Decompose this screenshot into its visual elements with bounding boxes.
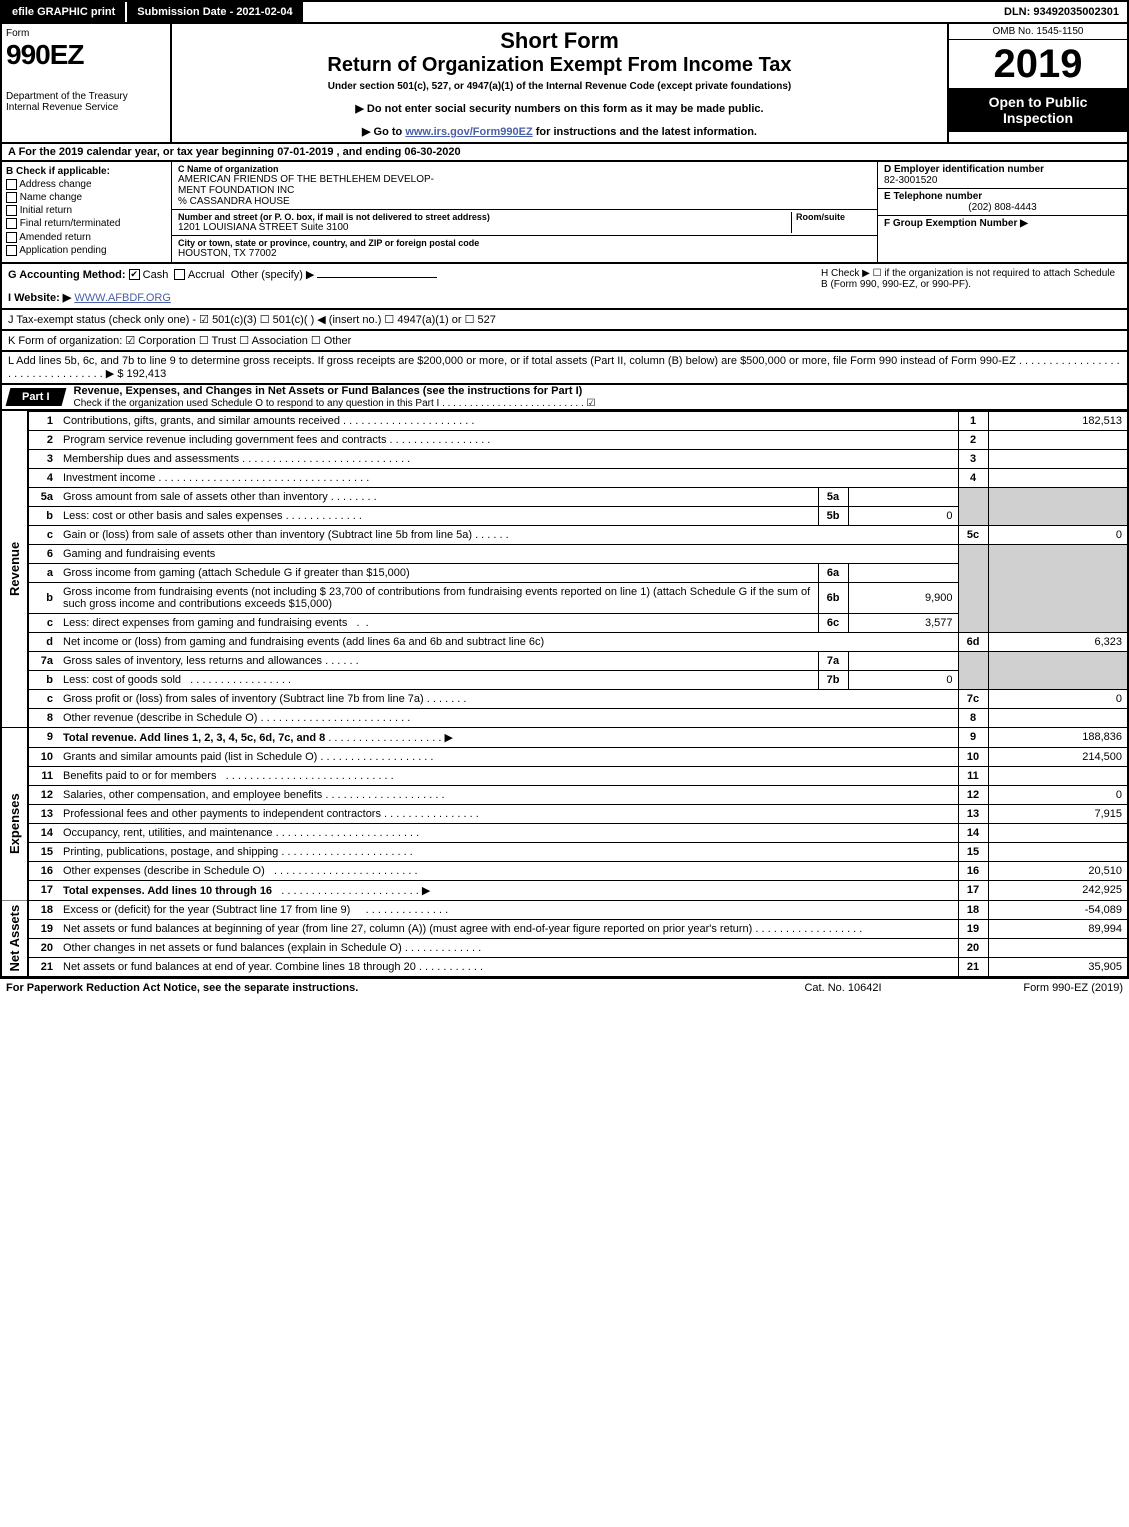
ein-value: 82-3001520: [884, 175, 1121, 186]
line-4-desc: Investment income . . . . . . . . . . . …: [58, 468, 958, 487]
line-6c-desc: Less: direct expenses from gaming and fu…: [58, 613, 818, 632]
line-7b-desc: Less: cost of goods sold . . . . . . . .…: [58, 670, 818, 689]
tax-year: 2019: [949, 40, 1127, 88]
row-k-form-org: K Form of organization: ☑ Corporation ☐ …: [0, 331, 1129, 352]
header-left: Form 990EZ Department of the Treasury In…: [2, 24, 172, 142]
line-7a-desc: Gross sales of inventory, less returns a…: [58, 651, 818, 670]
chk-amended-return[interactable]: Amended return: [6, 232, 167, 243]
line-5b-desc: Less: cost or other basis and sales expe…: [58, 506, 818, 525]
line-6-desc: Gaming and fundraising events: [58, 544, 958, 563]
chk-accrual[interactable]: [174, 269, 185, 280]
line-13-desc: Professional fees and other payments to …: [58, 804, 958, 823]
row-j-tax-exempt: J Tax-exempt status (check only one) - ☑…: [0, 310, 1129, 331]
line-2-desc: Program service revenue including govern…: [58, 430, 958, 449]
ein-label: D Employer identification number: [884, 164, 1121, 175]
website-link[interactable]: WWW.AFBDF.ORG: [74, 292, 171, 304]
line-17-desc: Total expenses. Add lines 10 through 16 …: [58, 880, 958, 900]
row-a-tax-year: A For the 2019 calendar year, or tax yea…: [0, 144, 1129, 162]
column-c: C Name of organization AMERICAN FRIENDS …: [172, 162, 877, 262]
street-label: Number and street (or P. O. box, if mail…: [178, 212, 791, 222]
efile-print-button[interactable]: efile GRAPHIC print: [2, 2, 127, 22]
chk-address-change[interactable]: Address change: [6, 179, 167, 190]
line-7c-desc: Gross profit or (loss) from sales of inv…: [58, 689, 958, 708]
revenue-side-label: Revenue: [1, 411, 28, 727]
dln-label: DLN: 93492035002301: [1004, 6, 1127, 18]
chk-final-return[interactable]: Final return/terminated: [6, 218, 167, 229]
org-name: AMERICAN FRIENDS OF THE BETHLEHEM DEVELO…: [178, 174, 871, 207]
top-bar: efile GRAPHIC print Submission Date - 20…: [0, 0, 1129, 24]
submission-date: Submission Date - 2021-02-04: [127, 2, 302, 22]
instruction-1: ▶ Do not enter social security numbers o…: [180, 102, 939, 115]
line-5a-desc: Gross amount from sale of assets other t…: [58, 487, 818, 506]
line-1-desc: Contributions, gifts, grants, and simila…: [58, 411, 958, 430]
line-16-desc: Other expenses (describe in Schedule O) …: [58, 861, 958, 880]
paperwork-notice: For Paperwork Reduction Act Notice, see …: [6, 982, 743, 994]
street-address: 1201 LOUISIANA STREET Suite 3100: [178, 222, 791, 233]
line-21-desc: Net assets or fund balances at end of ye…: [58, 957, 958, 977]
line-6d-desc: Net income or (loss) from gaming and fun…: [58, 632, 958, 651]
under-section: Under section 501(c), 527, or 4947(a)(1)…: [180, 81, 939, 92]
part-1-table: Revenue 1 Contributions, gifts, grants, …: [0, 411, 1129, 978]
omb-number: OMB No. 1545-1150: [949, 24, 1127, 40]
open-public-inspection: Open to Public Inspection: [949, 88, 1127, 132]
city-label: City or town, state or province, country…: [178, 238, 871, 248]
telephone-value: (202) 808-4443: [884, 202, 1121, 213]
line-5c-desc: Gain or (loss) from sale of assets other…: [58, 525, 958, 544]
line-11-desc: Benefits paid to or for members . . . . …: [58, 766, 958, 785]
line-6b-desc: Gross income from fundraising events (no…: [58, 582, 818, 613]
website-label: I Website: ▶: [8, 292, 71, 304]
telephone-label: E Telephone number: [884, 191, 1121, 202]
line-14-desc: Occupancy, rent, utilities, and maintena…: [58, 823, 958, 842]
chk-application-pending[interactable]: Application pending: [6, 245, 167, 256]
line-9-desc: Total revenue. Add lines 1, 2, 3, 4, 5c,…: [58, 727, 958, 747]
line-20-desc: Other changes in net assets or fund bala…: [58, 938, 958, 957]
part-1-header: Part I Revenue, Expenses, and Changes in…: [0, 385, 1129, 411]
irs-link[interactable]: www.irs.gov/Form990EZ: [405, 126, 532, 138]
part-1-title: Revenue, Expenses, and Changes in Net As…: [64, 385, 1127, 409]
accounting-method-label: G Accounting Method:: [8, 269, 126, 281]
return-title: Return of Organization Exempt From Incom…: [180, 54, 939, 77]
line-15-desc: Printing, publications, postage, and shi…: [58, 842, 958, 861]
expenses-side-label: Expenses: [1, 747, 28, 900]
chk-name-change[interactable]: Name change: [6, 192, 167, 203]
row-g-h: G Accounting Method: ✔ Cash Accrual Othe…: [0, 264, 1129, 310]
row-l-gross-receipts: L Add lines 5b, 6c, and 7b to line 9 to …: [0, 352, 1129, 385]
short-form-title: Short Form: [180, 28, 939, 54]
header-right: OMB No. 1545-1150 2019 Open to Public In…: [947, 24, 1127, 142]
form-label: Form: [6, 28, 166, 39]
line-19-desc: Net assets or fund balances at beginning…: [58, 919, 958, 938]
org-name-label: C Name of organization: [178, 164, 871, 174]
city-state-zip: HOUSTON, TX 77002: [178, 248, 871, 259]
column-b: B Check if applicable: Address change Na…: [2, 162, 172, 262]
form-header: Form 990EZ Department of the Treasury In…: [0, 24, 1129, 144]
net-assets-side-label: Net Assets: [1, 900, 28, 977]
catalog-number: Cat. No. 10642I: [743, 982, 943, 994]
line-6a-desc: Gross income from gaming (attach Schedul…: [58, 563, 818, 582]
col-b-title: B Check if applicable:: [6, 166, 167, 177]
line-10-desc: Grants and similar amounts paid (list in…: [58, 747, 958, 766]
column-d: D Employer identification number 82-3001…: [877, 162, 1127, 262]
room-label: Room/suite: [796, 212, 871, 222]
form-number: 990EZ: [6, 39, 166, 71]
line-3-desc: Membership dues and assessments . . . . …: [58, 449, 958, 468]
chk-initial-return[interactable]: Initial return: [6, 205, 167, 216]
header-middle: Short Form Return of Organization Exempt…: [172, 24, 947, 142]
page-footer: For Paperwork Reduction Act Notice, see …: [0, 978, 1129, 997]
row-h-schedule-b: H Check ▶ ☐ if the organization is not r…: [821, 268, 1121, 304]
block-bcd: B Check if applicable: Address change Na…: [0, 162, 1129, 264]
line-12-desc: Salaries, other compensation, and employ…: [58, 785, 958, 804]
department-label: Department of the Treasury Internal Reve…: [6, 91, 166, 113]
group-exemption-label: F Group Exemption Number ▶: [884, 218, 1121, 229]
instruction-2: ▶ Go to www.irs.gov/Form990EZ for instru…: [180, 125, 939, 138]
other-specify-input[interactable]: [317, 277, 437, 278]
form-id-footer: Form 990-EZ (2019): [943, 982, 1123, 994]
line-8-desc: Other revenue (describe in Schedule O) .…: [58, 708, 958, 727]
chk-cash[interactable]: ✔: [129, 269, 140, 280]
line-1-num: 1: [958, 411, 988, 430]
part-1-tag: Part I: [6, 388, 66, 406]
line-18-desc: Excess or (deficit) for the year (Subtra…: [58, 900, 958, 919]
line-1-no: 1: [28, 411, 58, 430]
line-1-val: 182,513: [988, 411, 1128, 430]
